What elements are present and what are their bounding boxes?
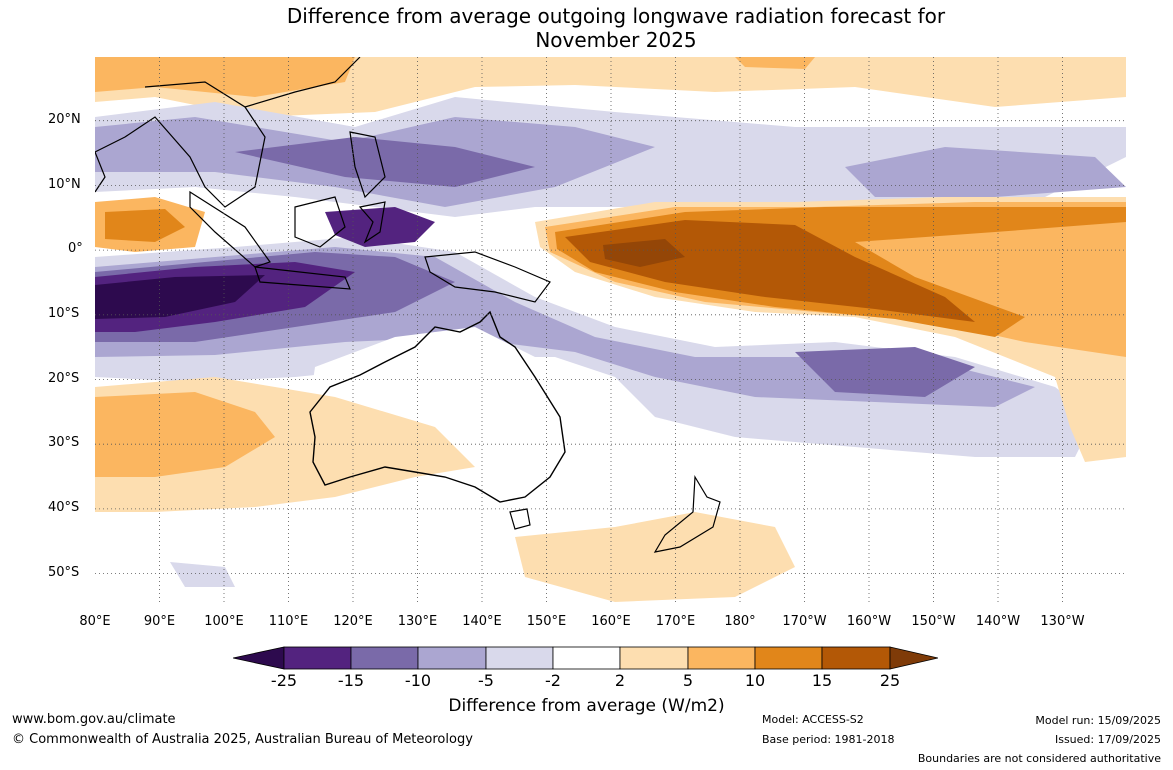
- colorbar-swatch: [283, 646, 352, 670]
- colorbar-max-arrow: [889, 646, 938, 670]
- anomaly-negative-south-6: [95, 275, 265, 319]
- colorbar-label: Difference from average (W/m2): [448, 696, 725, 716]
- anomaly-positive-tasman: [515, 512, 795, 602]
- lon-label: 180°: [724, 614, 756, 629]
- colorbar-tick: -2: [545, 671, 561, 690]
- anomaly-positive-north-2: [95, 57, 355, 97]
- anomaly-positive-north-3: [735, 57, 815, 69]
- anomaly-negative-north-4: [235, 137, 535, 187]
- lat-label: 10°N: [48, 177, 81, 192]
- model-run-date: Model run: 15/09/2025: [1035, 714, 1161, 727]
- sulawesi-coastline: [358, 201, 386, 244]
- anomaly-negative-indonesia: [325, 207, 435, 247]
- colorbar-min-arrow: [233, 646, 285, 670]
- boundaries-note: Boundaries are not considered authoritat…: [917, 752, 1161, 765]
- colorbar-swatch: [619, 646, 689, 670]
- lon-label: 100°E: [204, 614, 244, 629]
- colorbar-tick: -10: [404, 671, 432, 690]
- colorbar-tick: 5: [682, 671, 694, 690]
- colorbar-tick: -15: [337, 671, 365, 690]
- anomaly-positive-east: [1055, 357, 1126, 462]
- new-zealand-coastline: [653, 475, 721, 553]
- colorbar-tick: 2: [614, 671, 626, 690]
- lon-label: 120°E: [333, 614, 373, 629]
- china-coastline: [244, 57, 361, 108]
- southeast-asia-coastline: [95, 81, 266, 208]
- anomaly-positive-south-indian-2: [95, 392, 275, 477]
- colorbar-swatch: [417, 646, 487, 670]
- india-coastline: [95, 151, 106, 193]
- lon-label: 170°E: [655, 614, 696, 629]
- lon-label: 110°E: [268, 614, 309, 629]
- title-line-1: Difference from average outgoing longwav…: [286, 4, 946, 28]
- base-period: Base period: 1981-2018: [762, 733, 895, 746]
- anomaly-map: [95, 57, 1126, 605]
- colorbar-swatch: [821, 646, 891, 670]
- lat-label: 20°N: [48, 112, 81, 127]
- lon-label: 140°E: [462, 614, 502, 629]
- model-name: Model: ACCESS-S2: [762, 713, 864, 726]
- lat-label: 0°: [68, 241, 83, 256]
- australia-coastline: [309, 310, 566, 503]
- colorbar-swatch: [754, 646, 823, 670]
- issued-date: Issued: 17/09/2025: [1054, 733, 1161, 746]
- graticule: [95, 57, 1126, 605]
- lon-label: 150°W: [911, 614, 956, 629]
- anomaly-negative-north-3: [845, 147, 1126, 197]
- colorbar-tick: 15: [811, 671, 833, 690]
- map-title: Difference from average outgoing longwav…: [0, 4, 1173, 52]
- anomaly-positive-pacific-5: [603, 239, 685, 267]
- lat-label: 20°S: [48, 371, 80, 386]
- colorbar-swatch: [485, 646, 554, 670]
- colorbar-swatch: [552, 646, 621, 670]
- lon-label: 150°E: [526, 614, 567, 629]
- lat-label: 30°S: [48, 435, 80, 450]
- anomaly-negative-south-small: [170, 562, 235, 587]
- lon-label: 130°E: [397, 614, 438, 629]
- bom-url-link[interactable]: www.bom.gov.au/climate: [12, 712, 176, 727]
- copyright-text: © Commonwealth of Australia 2025, Austra…: [12, 732, 473, 747]
- lon-label: 140°W: [975, 614, 1021, 629]
- lat-label: 10°S: [48, 306, 80, 321]
- java-coastline: [254, 266, 351, 290]
- colorbar-swatch: [350, 646, 419, 670]
- lon-label: 80°E: [79, 614, 111, 629]
- philippines-coastline: [349, 131, 386, 199]
- colorbar-tick: -5: [478, 671, 494, 690]
- anomaly-positive-west-2: [105, 209, 185, 242]
- colorbar-tick: 25: [879, 671, 901, 690]
- tasmania-coastline: [509, 508, 531, 530]
- colorbar-tick: 10: [744, 671, 766, 690]
- borneo-coastline: [294, 196, 346, 248]
- lat-label: 40°S: [48, 500, 80, 515]
- lon-label: 90°E: [143, 614, 176, 629]
- lon-label: 160°E: [591, 614, 631, 629]
- colorbar: [233, 646, 938, 670]
- anomaly-negative-south-4: [795, 347, 975, 397]
- colorbar-tick: -25: [270, 671, 298, 690]
- colorbar-swatch: [687, 646, 756, 670]
- new-guinea-coastline: [424, 251, 551, 303]
- lat-label: 50°S: [48, 565, 80, 580]
- title-line-2: November 2025: [535, 28, 697, 52]
- lon-label: 160°W: [846, 614, 892, 629]
- lon-label: 170°W: [782, 614, 827, 629]
- lon-label: 130°W: [1040, 614, 1085, 629]
